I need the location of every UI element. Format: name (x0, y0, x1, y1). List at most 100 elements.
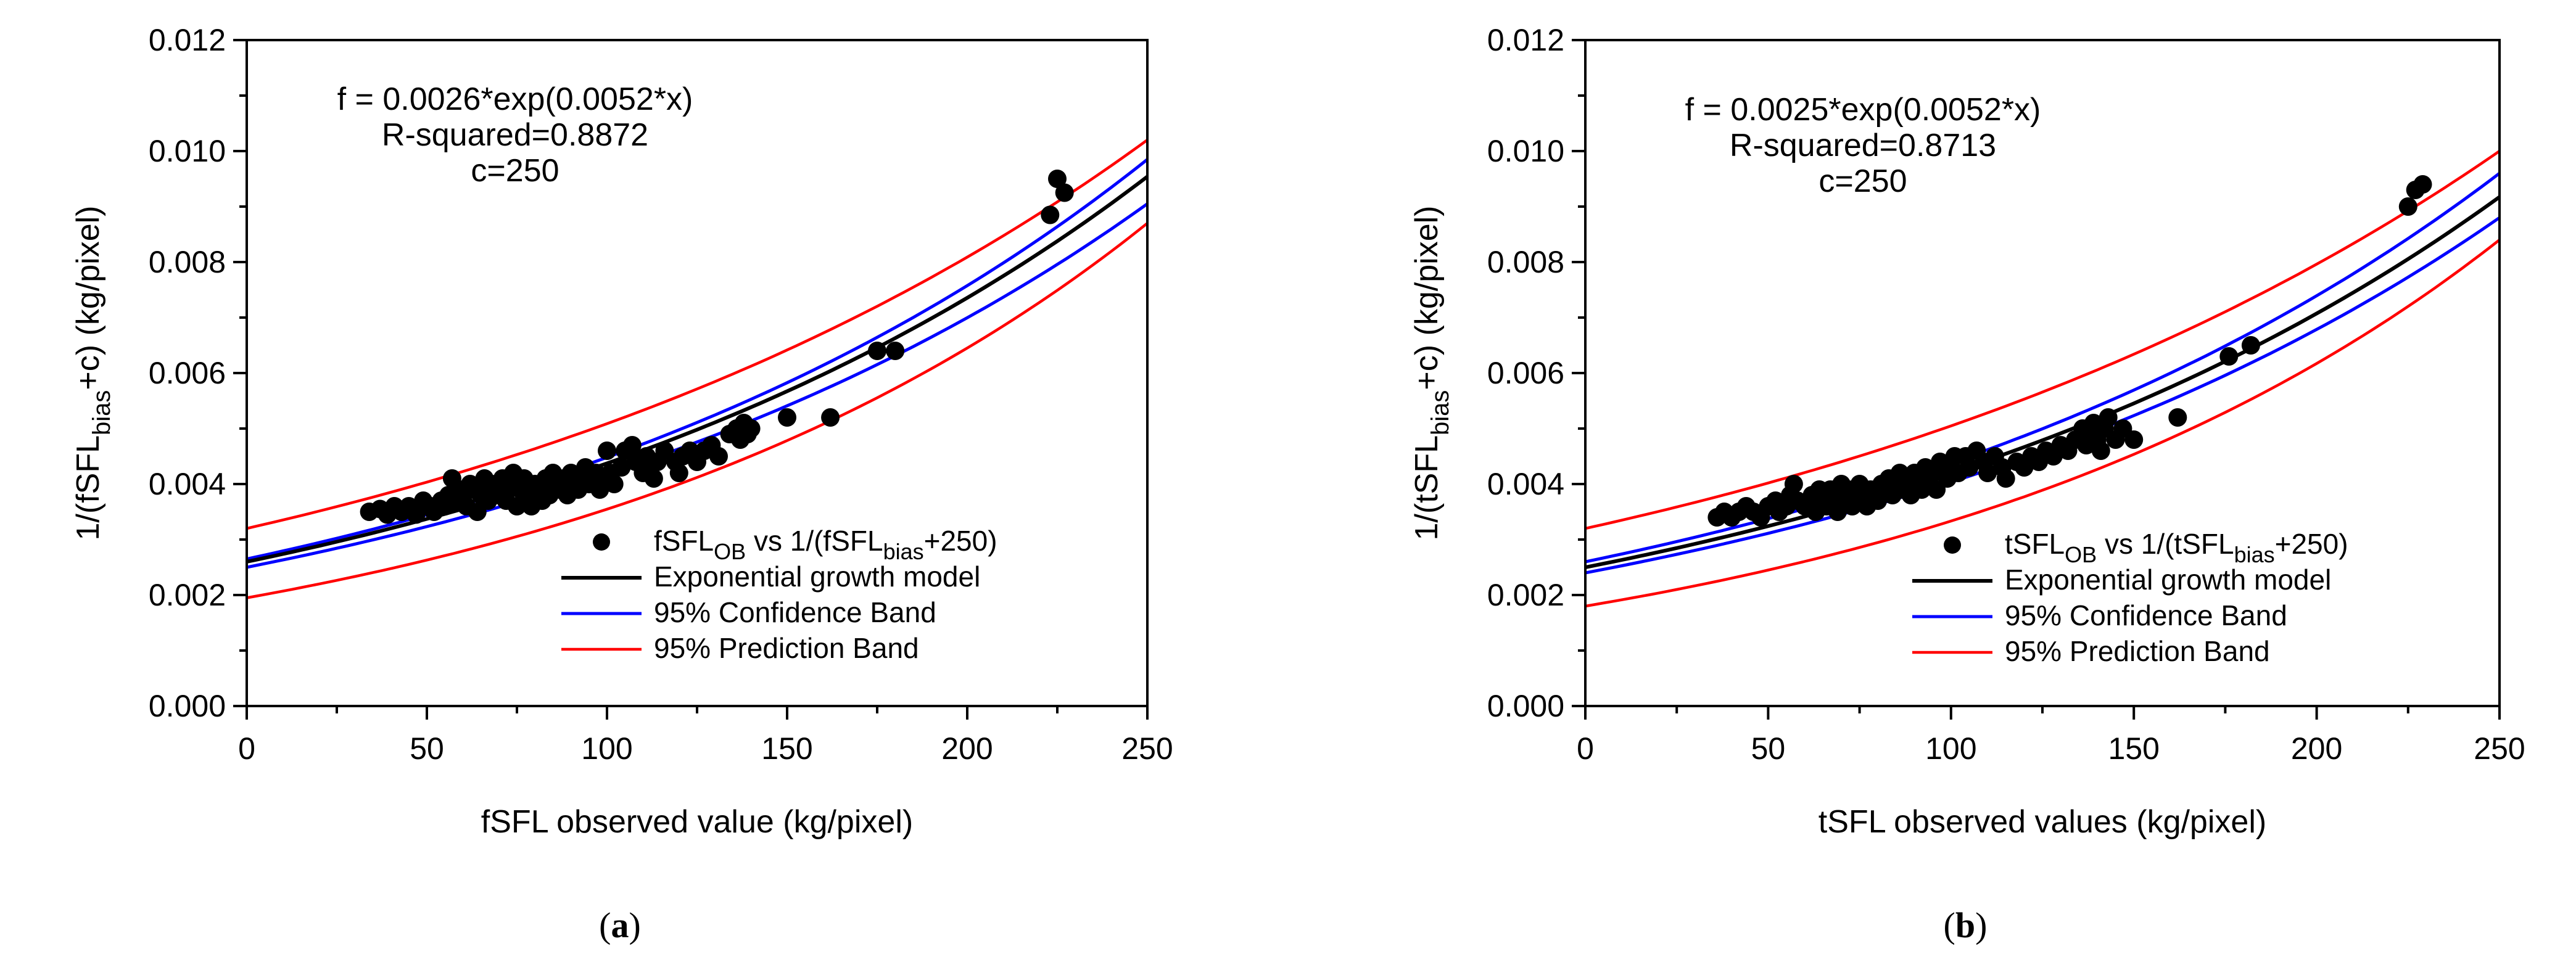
x-tick-label: 0 (238, 731, 255, 766)
data-point (1978, 464, 1997, 482)
model-curves-a (247, 139, 1147, 599)
data-point (1960, 458, 1979, 477)
y-tick-label: 0.006 (149, 356, 226, 390)
data-point (868, 342, 886, 360)
x-tick-label: 50 (1751, 731, 1786, 766)
legend-a: fSFLOB vs 1/(fSFLbias+250) Exponential g… (561, 525, 997, 664)
plot-area-a (247, 139, 1147, 599)
legend-b: tSFLOB vs 1/(tSFLbias+250) Exponential g… (1912, 528, 2348, 667)
legend-entry-points: tSFLOB vs 1/(tSFLbias+250) (2005, 528, 2348, 567)
data-point (644, 469, 663, 488)
equation-line: f = 0.0025*exp(0.0052*x) (1685, 92, 2041, 128)
y-tick-label: 0.008 (149, 245, 226, 279)
x-tick-label: 200 (2291, 731, 2342, 766)
x-tick-label: 250 (2474, 731, 2525, 766)
data-point (612, 458, 631, 477)
data-point (407, 505, 426, 524)
legend-entry-model: Exponential growth model (654, 561, 980, 593)
x-tick-label: 200 (941, 731, 993, 766)
y-axis-title-a: 1/(fSFLbias+c) (kg/pixel) (70, 206, 115, 541)
legend-entry-points: fSFLOB vs 1/(fSFLbias+250) (654, 525, 997, 564)
data-point (2219, 347, 2239, 366)
x-tick-label: 100 (1925, 731, 1976, 766)
fitted-model-curve (247, 175, 1147, 564)
legend-entry-model: Exponential growth model (2005, 564, 2331, 596)
chart-panel-b: 0 50 100 150 200 250 0.000 0.002 0.004 0… (1409, 23, 2525, 945)
data-point (778, 408, 796, 427)
axis-ticks-b (1572, 39, 2501, 720)
panel-label-a: (a) (599, 905, 641, 945)
data-point (886, 342, 905, 360)
y-tick-label: 0.010 (1487, 134, 1564, 168)
c-value-line: c=250 (471, 153, 559, 189)
axis-ticks-a (233, 39, 1149, 720)
panel-label-b: (b) (1944, 905, 1988, 945)
data-point (2091, 441, 2110, 460)
data-point (2099, 408, 2118, 427)
x-tick-label: 250 (1121, 731, 1173, 766)
c-value-line: c=250 (1818, 163, 1907, 199)
data-point (2168, 408, 2187, 427)
data-point (2124, 430, 2144, 449)
data-point (2413, 175, 2432, 194)
legend-entry-confidence: 95% Confidence Band (2005, 599, 2287, 631)
chart-panel-a: 0 50 100 150 200 250 0.000 0.002 0.004 0… (70, 23, 1173, 945)
data-points-b (1707, 175, 2432, 527)
prediction-band-lower (1585, 239, 2500, 608)
data-point (2398, 197, 2417, 216)
y-axis-title-b: 1/(tSFLbias+c) (kg/pixel) (1409, 206, 1454, 541)
y-tick-label: 0.002 (149, 578, 226, 612)
confidence-band-lower (247, 202, 1147, 569)
y-tick-label: 0.004 (1487, 467, 1564, 501)
data-point (709, 447, 728, 466)
x-tick-label: 100 (581, 731, 632, 766)
data-points-a (360, 170, 1074, 524)
r-squared-line: R-squared=0.8872 (382, 117, 648, 153)
data-point (1055, 183, 1074, 202)
data-point (598, 441, 616, 460)
y-tick-label: 0.006 (1487, 356, 1564, 390)
x-axis-title-a: fSFL observed value (kg/pixel) (481, 804, 913, 840)
y-tick-label: 0.004 (149, 467, 226, 501)
y-tick-labels-b: 0.000 0.002 0.004 0.006 0.008 0.010 0.01… (1487, 23, 1564, 723)
x-tick-label: 50 (410, 731, 444, 766)
legend-entry-confidence: 95% Confidence Band (654, 596, 936, 628)
y-tick-label: 0.012 (149, 23, 226, 57)
plot-area-b (1585, 150, 2500, 608)
data-point (669, 464, 688, 482)
data-point (2241, 336, 2260, 355)
prediction-band-lower (247, 222, 1147, 599)
fitted-model-curve (1585, 195, 2500, 569)
x-tick-labels-b: 0 50 100 150 200 250 (1577, 731, 2525, 766)
prediction-band-upper (1585, 150, 2500, 530)
r-squared-line: R-squared=0.8713 (1730, 128, 1996, 163)
data-point (622, 436, 642, 454)
equation-line: f = 0.0026*exp(0.0052*x) (337, 81, 693, 117)
x-tick-label: 150 (2108, 731, 2159, 766)
y-tick-labels-a: 0.000 0.002 0.004 0.006 0.008 0.010 0.01… (149, 23, 226, 723)
y-tick-label: 0.000 (1487, 689, 1564, 723)
x-axis-title-b: tSFL observed values (kg/pixel) (1818, 804, 2266, 840)
legend-marker-icon (593, 533, 610, 551)
y-tick-label: 0.008 (1487, 245, 1564, 279)
y-tick-label: 0.012 (1487, 23, 1564, 57)
data-point (605, 475, 624, 493)
equation-box-a: f = 0.0026*exp(0.0052*x) R-squared=0.887… (337, 81, 693, 189)
y-tick-label: 0.010 (149, 134, 226, 168)
data-point (1784, 475, 1803, 493)
x-tick-label: 150 (761, 731, 812, 766)
data-point (1048, 170, 1067, 188)
confidence-band-upper (247, 158, 1147, 561)
prediction-band-upper (247, 139, 1147, 530)
legend-marker-icon (1944, 536, 1961, 554)
equation-box-b: f = 0.0025*exp(0.0052*x) R-squared=0.871… (1685, 92, 2041, 199)
y-tick-label: 0.000 (149, 689, 226, 723)
y-tick-label: 0.002 (1487, 578, 1564, 612)
data-point (821, 408, 840, 427)
data-point (741, 419, 761, 438)
confidence-band-upper (1585, 172, 2500, 564)
x-tick-label: 0 (1577, 731, 1594, 766)
x-tick-labels-a: 0 50 100 150 200 250 (238, 731, 1173, 766)
data-point (1996, 469, 2015, 488)
